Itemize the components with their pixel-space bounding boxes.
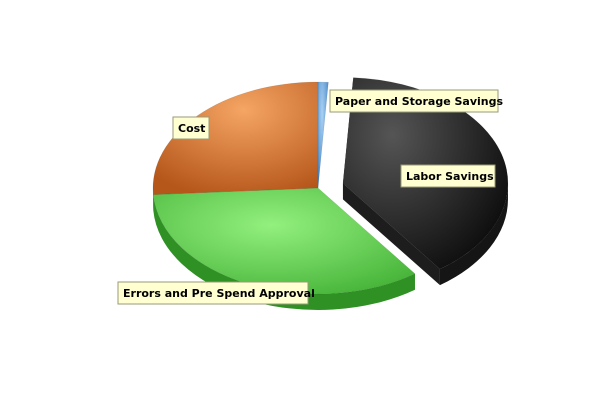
label-box bbox=[172, 116, 210, 140]
label-box bbox=[117, 281, 309, 305]
pie-slice-cost[interactable] bbox=[152, 81, 319, 195]
label-text: Errors and Pre Spend Approval bbox=[123, 287, 315, 300]
slice-label-paper-and-storage-savings: Paper and Storage Savings bbox=[329, 89, 503, 113]
label-box bbox=[329, 89, 499, 113]
slice-label-errors-and-pre-spend-approval: Errors and Pre Spend Approval bbox=[117, 281, 315, 305]
pie-slice-paper-and-storage-savings[interactable] bbox=[317, 81, 329, 189]
label-text: Paper and Storage Savings bbox=[335, 95, 503, 108]
slice-side-labor-savings bbox=[439, 183, 508, 286]
slice-side-errors-and-pre-spend-approval bbox=[153, 194, 415, 310]
label-text: Labor Savings bbox=[406, 170, 494, 183]
slice-label-cost: Cost bbox=[172, 116, 210, 140]
slice-face-labor-savings-1 bbox=[342, 183, 440, 286]
label-box bbox=[400, 164, 496, 188]
label-text: Cost bbox=[178, 122, 205, 135]
slice-label-labor-savings: Labor Savings bbox=[400, 164, 496, 188]
